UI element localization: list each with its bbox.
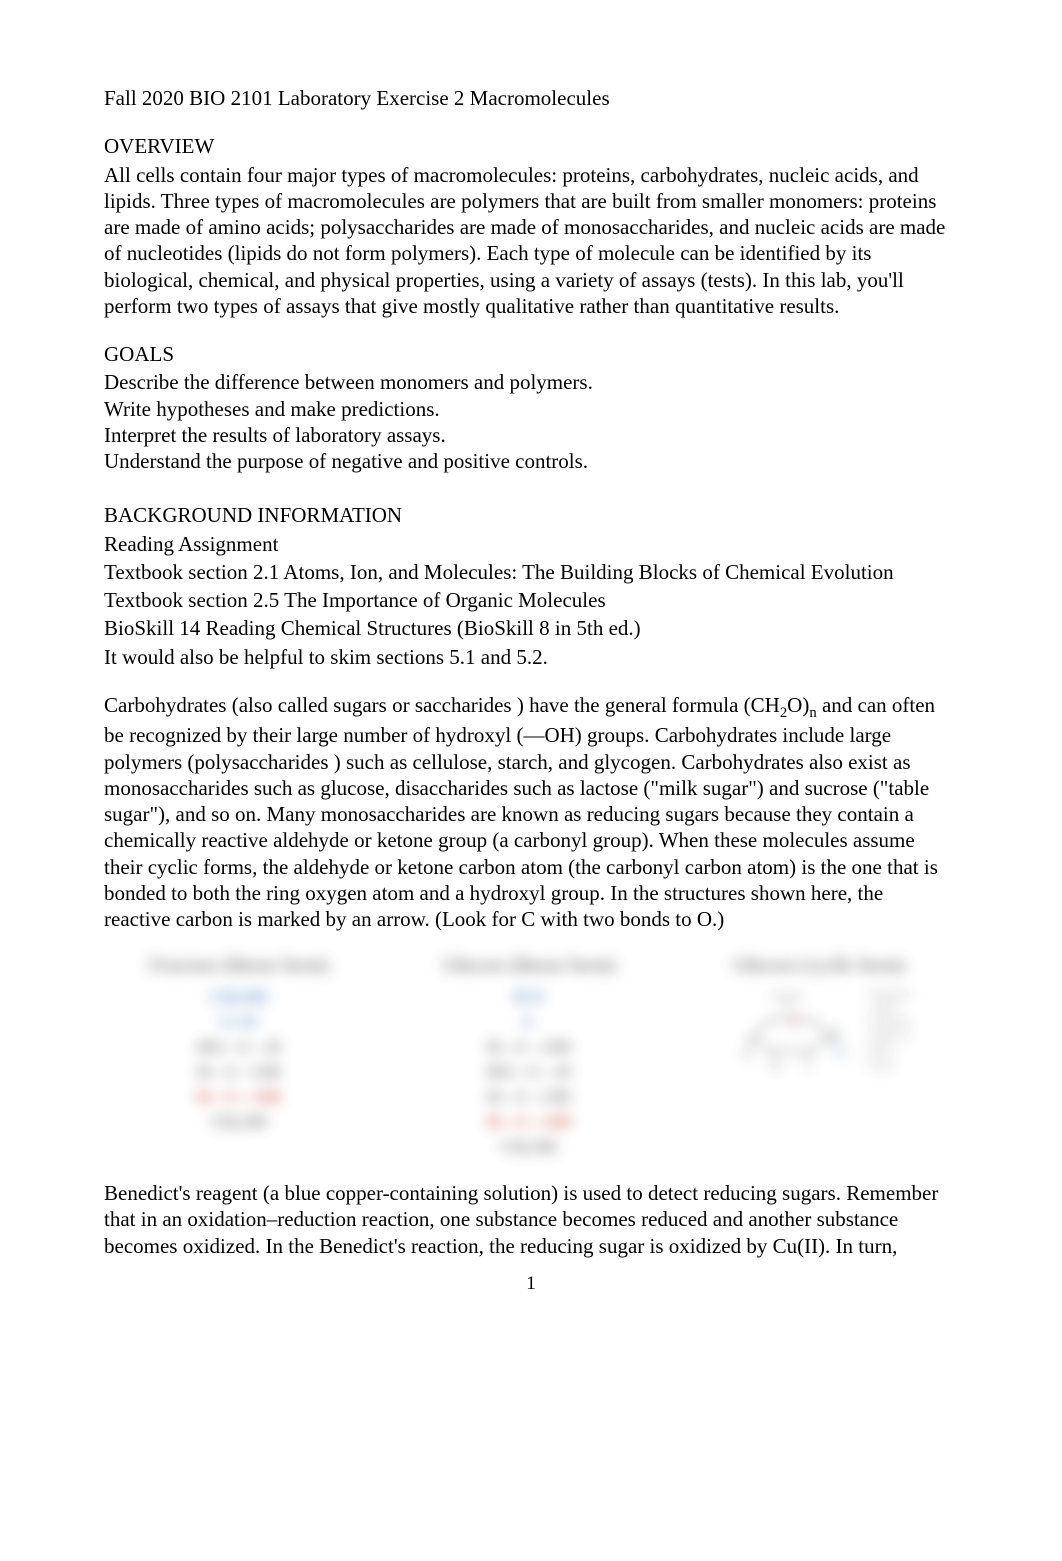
chem-atom: C xyxy=(523,1014,535,1031)
header-title: Fall 2020 BIO 2101 Laboratory Exercise 2… xyxy=(104,86,610,110)
chem-atom: H—C—OH xyxy=(487,1038,571,1058)
chemical-structures-figure: Fructose (linear form) CH₂OH C═O HO—C—H … xyxy=(104,954,954,1158)
goals-item: Understand the purpose of negative and p… xyxy=(104,448,954,474)
svg-text:OH: OH xyxy=(835,1049,848,1059)
glucose-ring-icon: CH₂OH O OH OH H OH xyxy=(726,989,856,1069)
carbs-text-post: and can often be recognized by their lar… xyxy=(104,693,938,931)
svg-text:OH: OH xyxy=(769,1061,782,1069)
goals-heading: GOALS xyxy=(104,341,954,367)
glucose-cyclic-structure: CH₂OH O OH OH H OH Anomeric carbon xyxy=(726,988,912,1071)
ch2oh-label: CH₂OH xyxy=(771,992,802,1003)
chem-atom: CH₂OH xyxy=(501,1138,557,1158)
side-label: carbon in xyxy=(868,1030,912,1042)
background-section: BACKGROUND INFORMATION Reading Assignmen… xyxy=(104,502,954,670)
overview-section: OVERVIEW All cells contain four major ty… xyxy=(104,133,954,319)
glucose-linear-structure: H O C H—C—OH HO—C—H H—C—OH H—C—OH CH₂OH xyxy=(487,988,571,1158)
spacer xyxy=(104,474,954,502)
sub-n: n xyxy=(809,705,816,721)
side-label: form) xyxy=(868,1059,912,1071)
svg-text:H: H xyxy=(804,1061,811,1069)
cyclic-side-labels: Anomeric carbon (carbonyl carbon in line… xyxy=(868,988,912,1071)
goals-item: Write hypotheses and make predictions. xyxy=(104,396,954,422)
chem-atom: C═O xyxy=(221,1014,258,1031)
reading-item: Textbook section 2.1 Atoms, Ion, and Mol… xyxy=(104,559,954,585)
overview-heading: OVERVIEW xyxy=(104,133,954,159)
chem-atom: HO—C—H xyxy=(487,1063,571,1083)
goals-section: GOALS Describe the difference between mo… xyxy=(104,341,954,474)
reading-item: BioSkill 14 Reading Chemical Structures … xyxy=(104,615,954,641)
side-label: linear xyxy=(868,1044,912,1056)
background-heading: BACKGROUND INFORMATION xyxy=(104,502,954,528)
svg-text:O: O xyxy=(791,1016,799,1027)
glucose-linear-column: Glucose (linear form) H O C H—C—OH HO—C—… xyxy=(394,954,664,1158)
page-number: 1 xyxy=(0,1272,1062,1296)
glucose-linear-caption: Glucose (linear form) xyxy=(442,954,616,978)
glucose-cyclic-caption: Glucose (cyclic form) xyxy=(733,954,905,978)
side-label: Anomeric xyxy=(868,988,912,1000)
fructose-caption: Fructose (linear form) xyxy=(149,954,329,978)
goals-item: Interpret the results of laboratory assa… xyxy=(104,422,954,448)
chem-atom: H—C—OH xyxy=(487,1114,571,1131)
side-label: carbon xyxy=(868,1002,912,1014)
carbs-paragraph: Carbohydrates (also called sugars or sac… xyxy=(104,692,954,933)
overview-text: All cells contain four major types of ma… xyxy=(104,162,954,320)
chem-atom: H—C—OH xyxy=(197,1063,281,1083)
svg-text:OH: OH xyxy=(740,1051,753,1061)
chem-atom: CH₂OH xyxy=(211,1113,267,1133)
side-label: (carbonyl xyxy=(868,1016,912,1028)
fructose-structure: CH₂OH C═O HO—C—H H—C—OH H—C—OH CH₂OH xyxy=(197,988,281,1133)
chem-atom: H O xyxy=(514,989,544,1006)
carbs-text-pre: Carbohydrates (also called sugars or sac… xyxy=(104,693,780,717)
chem-atom: H—C—OH xyxy=(197,1089,281,1106)
chem-atom: CH₂OH xyxy=(211,989,267,1006)
benedict-paragraph: Benedict's reagent (a blue copper-contai… xyxy=(104,1180,954,1259)
goals-item: Describe the difference between monomers… xyxy=(104,369,954,395)
fructose-linear-column: Fructose (linear form) CH₂OH C═O HO—C—H … xyxy=(104,954,374,1158)
reading-item: It would also be helpful to skim section… xyxy=(104,644,954,670)
reading-label: Reading Assignment xyxy=(104,531,954,557)
reading-item: Textbook section 2.5 The Importance of O… xyxy=(104,587,954,613)
chem-atom: H—C—OH xyxy=(487,1088,571,1108)
document-header: Fall 2020 BIO 2101 Laboratory Exercise 2… xyxy=(104,85,954,111)
chem-atom: HO—C—H xyxy=(197,1038,281,1058)
carbs-mid: O) xyxy=(787,693,809,717)
glucose-cyclic-column: Glucose (cyclic form) CH₂OH O OH OH H OH xyxy=(684,954,954,1158)
